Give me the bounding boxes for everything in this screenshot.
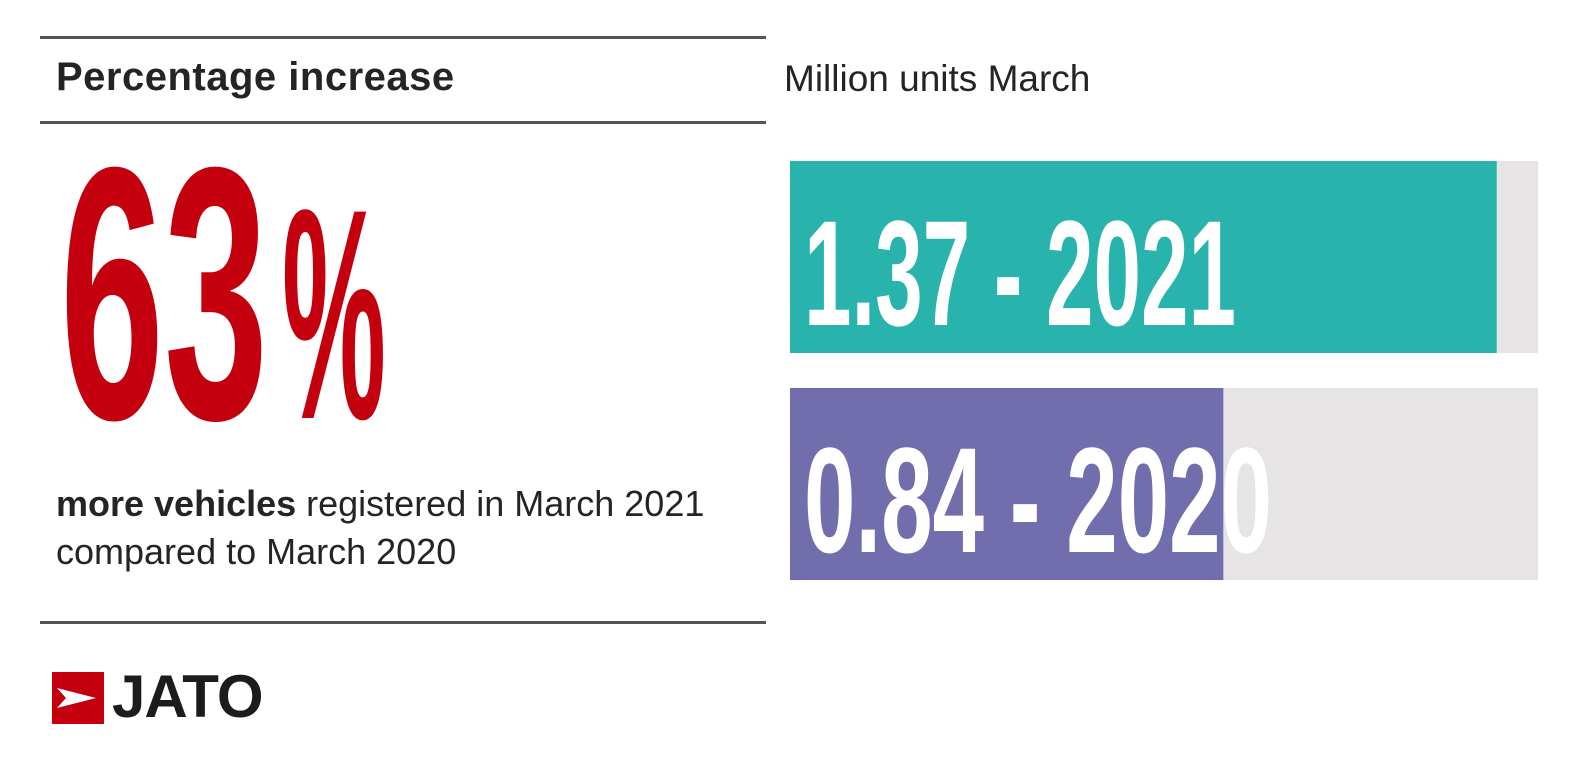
chart-title: Million units March — [784, 58, 1091, 99]
panel-heading: Percentage increase — [56, 55, 455, 99]
caption-bold: more vehicles — [56, 483, 297, 524]
percentage-unit: % — [282, 146, 386, 430]
bar-label-2020: 0.84 - 2020 — [804, 416, 1272, 584]
jato-arrow-icon — [52, 672, 104, 724]
bar-chart: 1.37 - 2021 0.84 - 2020 — [788, 155, 1548, 590]
percentage-caption: more vehicles registered in March 2021 c… — [56, 480, 746, 576]
heading-rule — [40, 121, 766, 124]
caption-rest: registered in March 2021 compared to Mar… — [56, 483, 705, 572]
bar-2020 — [790, 388, 1224, 580]
bar-label-2021: 1.37 - 2021 — [804, 189, 1236, 357]
bar-2021 — [790, 161, 1497, 353]
bottom-rule — [40, 621, 766, 624]
jato-wordmark: JATO — [112, 663, 263, 730]
top-rule — [40, 36, 766, 39]
percentage-value: 63 — [60, 140, 268, 430]
jato-logo: JATO — [52, 664, 292, 730]
percentage-figure: 63 % — [56, 140, 396, 430]
